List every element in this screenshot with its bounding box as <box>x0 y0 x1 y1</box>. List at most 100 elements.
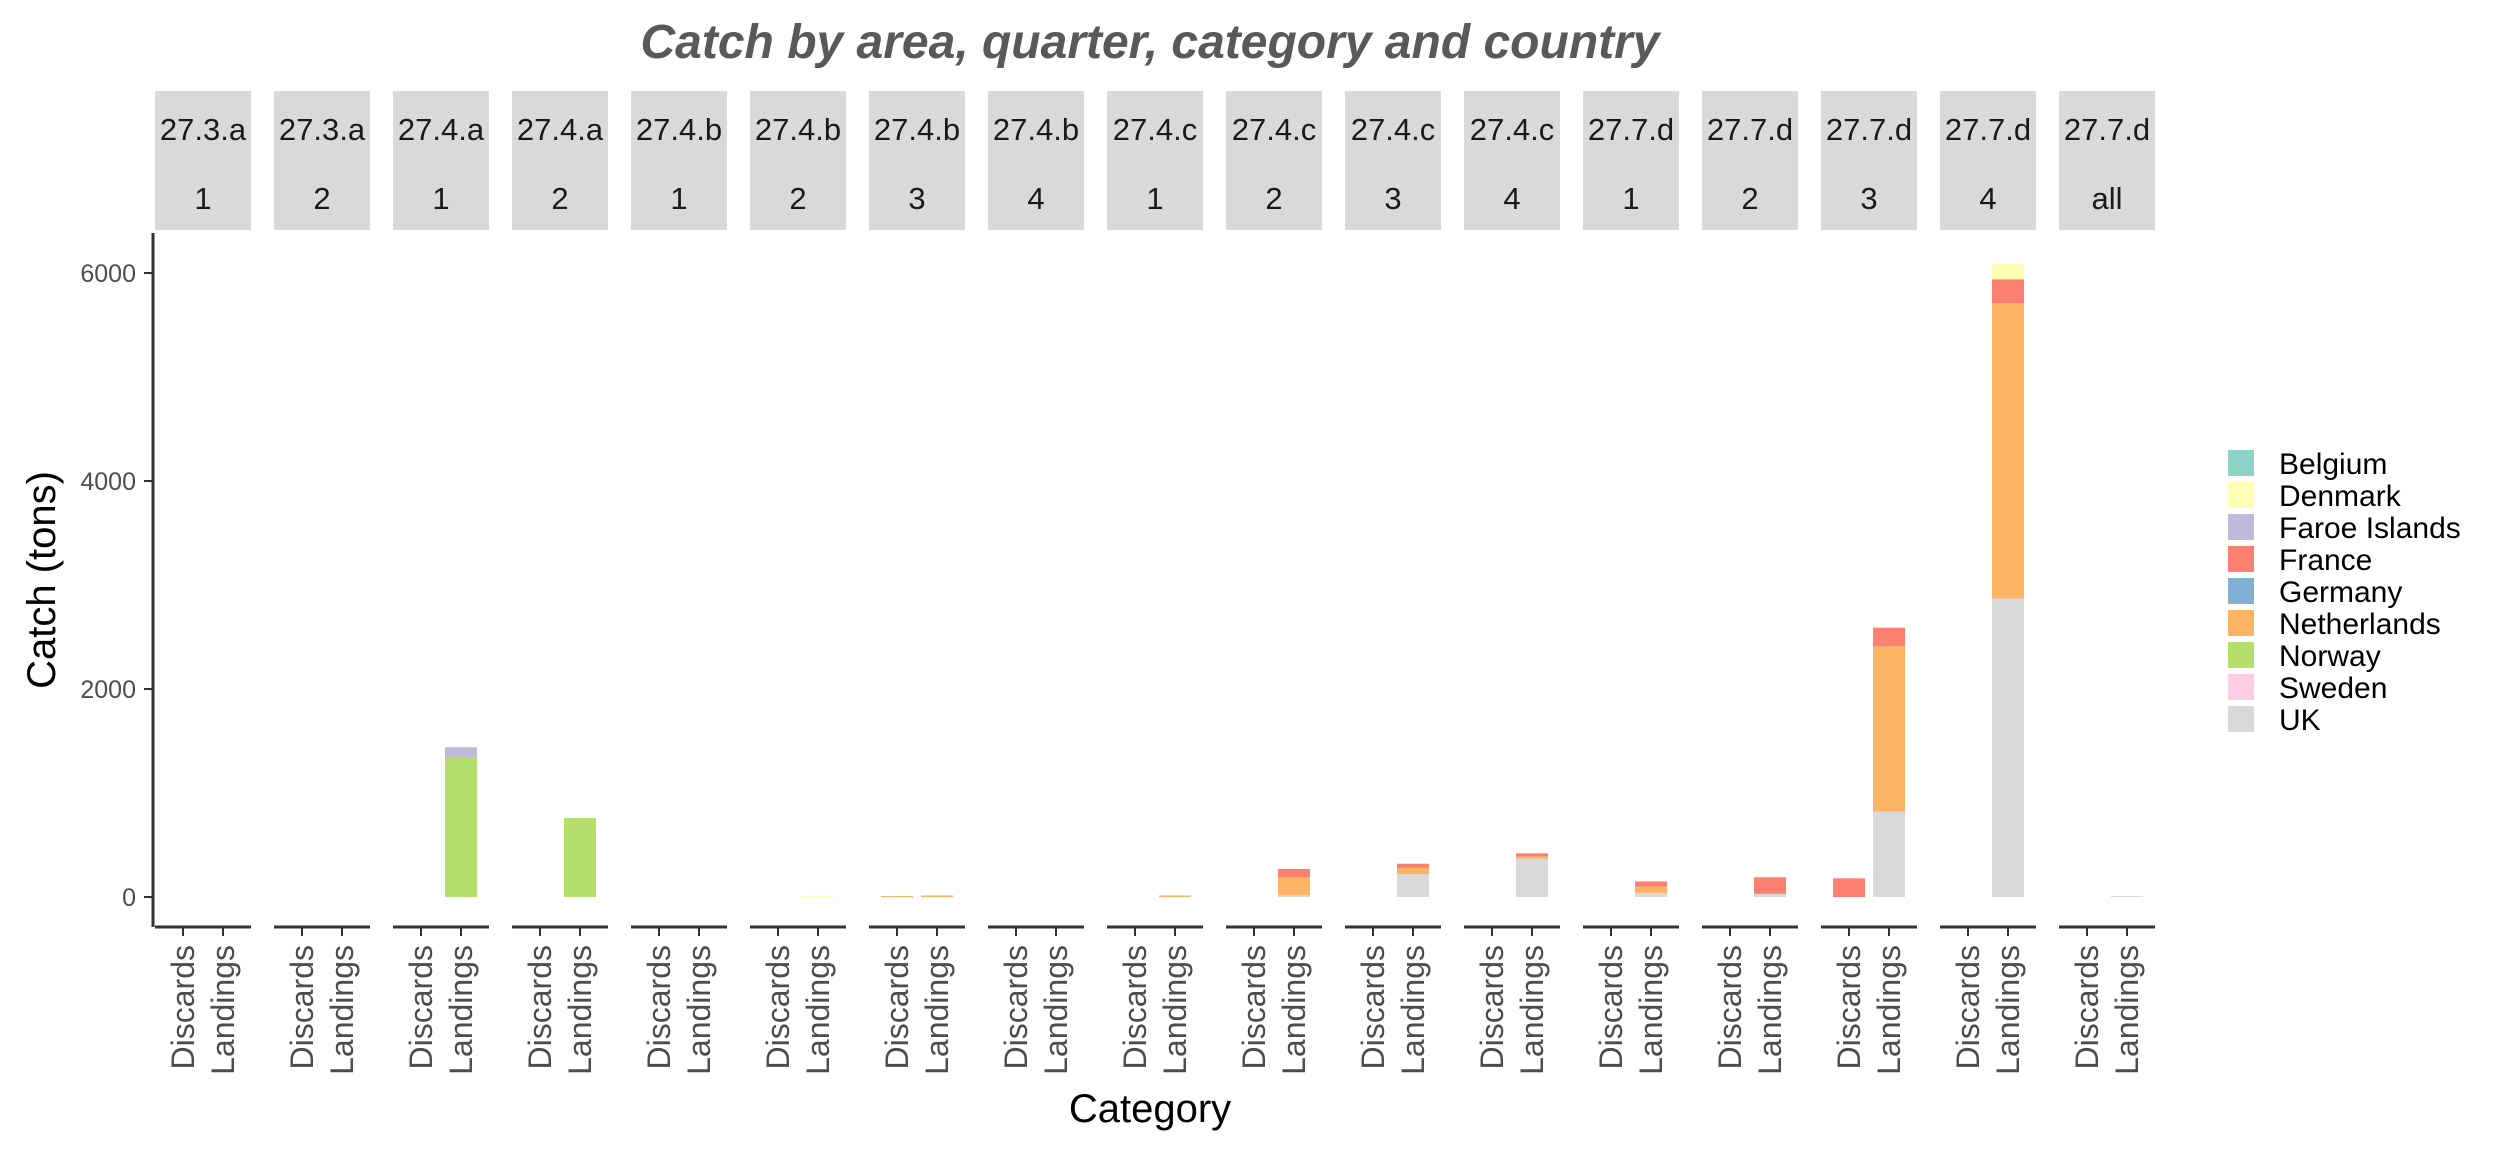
strip-quarter-label: 1 <box>432 181 449 216</box>
facet-panel <box>1464 853 1560 929</box>
bar-segment <box>921 895 953 897</box>
bar-segment <box>1873 627 1905 647</box>
x-tick-label: Landings <box>919 945 955 1075</box>
strip-quarter-label: 4 <box>1503 181 1520 216</box>
strip-quarter-label: 4 <box>1027 181 1044 216</box>
legend-label: Faroe Islands <box>2279 512 2461 545</box>
bar-segment <box>445 757 477 897</box>
x-tick-label: Discards <box>760 945 796 1069</box>
bar-segment <box>564 817 596 897</box>
legend-item: Germany <box>2228 576 2402 609</box>
legend-item: Faroe Islands <box>2228 512 2461 545</box>
x-tick-label: Landings <box>443 945 479 1075</box>
x-tick-label: Landings <box>1633 945 1669 1075</box>
facet-strip-bg <box>2059 91 2155 230</box>
facet-strip: 27.7.d 2 <box>1702 91 1798 230</box>
x-tick-label: Landings <box>562 945 598 1075</box>
facet-strip-bg <box>1464 91 1560 230</box>
facet-strip-bg <box>393 91 489 230</box>
x-tick-label: Landings <box>681 945 717 1075</box>
bar-segment <box>1397 867 1429 875</box>
legend-item: Sweden <box>2228 672 2387 705</box>
bar-segment <box>1397 874 1429 897</box>
bar-segment <box>1159 895 1191 897</box>
legend-label: UK <box>2279 704 2321 737</box>
x-tick-label: Discards <box>522 945 558 1069</box>
bar-segment <box>1992 598 2024 897</box>
legend-swatch <box>2228 610 2254 636</box>
facet-strip-bg <box>512 91 608 230</box>
facet-panel <box>393 747 489 929</box>
strip-area-label: 27.7.d <box>1588 112 1674 147</box>
x-tick-label: Discards <box>1117 945 1153 1069</box>
x-tick-label: Landings <box>1990 945 2026 1075</box>
facet-strip-bg <box>1821 91 1917 230</box>
x-tick-label: Landings <box>1157 945 1193 1075</box>
facet-strip-bg <box>988 91 1084 230</box>
x-axis-tick-labels: Discards Landings Discards Landings Discards… <box>165 927 2145 1075</box>
facet-strip: 27.4.b 3 <box>869 91 965 230</box>
strip-area-label: 27.7.d <box>2064 112 2150 147</box>
x-tick-label: Discards <box>165 945 201 1069</box>
x-tick-label: Discards <box>284 945 320 1069</box>
x-tick-label: Landings <box>2109 945 2145 1075</box>
bar-segment <box>1992 263 2024 280</box>
x-tick-label: Landings <box>1514 945 1550 1075</box>
legend-label: Sweden <box>2279 672 2387 705</box>
x-tick-label: Landings <box>1752 945 1788 1075</box>
chart-title: Catch by area, quarter, category and cou… <box>641 16 1662 69</box>
legend-label: Belgium <box>2279 448 2387 481</box>
strip-quarter-label: 2 <box>1741 181 1758 216</box>
legend-swatch <box>2228 642 2254 668</box>
strip-area-label: 27.7.d <box>1945 112 2031 147</box>
legend-label: France <box>2279 544 2372 577</box>
facet-strip: 27.4.c 2 <box>1226 91 1322 230</box>
facet-strip: 27.4.b 1 <box>631 91 727 230</box>
legend-item: Belgium <box>2228 448 2387 481</box>
x-tick-label: Discards <box>1950 945 1986 1069</box>
bar-segment <box>802 895 834 897</box>
facet-strip: 27.7.d all <box>2059 91 2155 230</box>
facet-strips: 27.3.a127.3.a227.4.a127.4.a227.4.b127.4.… <box>155 91 2155 230</box>
strip-area-label: 27.4.c <box>1113 112 1197 147</box>
legend-swatch <box>2228 578 2254 604</box>
x-tick-label: Landings <box>800 945 836 1075</box>
strip-area-label: 27.4.c <box>1351 112 1435 147</box>
facet-strip-bg <box>1583 91 1679 230</box>
facet-panel <box>1821 627 1917 929</box>
facet-panel <box>869 895 965 929</box>
bar-segment <box>1516 858 1548 897</box>
facet-strip-bg <box>1226 91 1322 230</box>
strip-quarter-label: all <box>2091 181 2122 216</box>
x-axis-title: Category <box>1069 1087 1231 1131</box>
bar-segment <box>1873 811 1905 897</box>
facet-strip: 27.7.d 3 <box>1821 91 1917 230</box>
strip-quarter-label: 2 <box>1265 181 1282 216</box>
strip-area-label: 27.7.d <box>1826 112 1912 147</box>
facet-strip-bg <box>750 91 846 230</box>
facet-strip: 27.7.d 4 <box>1940 91 2036 230</box>
strip-quarter-label: 1 <box>1622 181 1639 216</box>
facet-strip-bg <box>1702 91 1798 230</box>
legend-swatch <box>2228 706 2254 732</box>
strip-quarter-label: 4 <box>1979 181 1996 216</box>
x-tick-label: Landings <box>205 945 241 1075</box>
strip-quarter-label: 3 <box>1384 181 1401 216</box>
facet-strip: 27.4.c 4 <box>1464 91 1560 230</box>
x-tick-label: Discards <box>1236 945 1272 1069</box>
facet-strip: 27.4.b 4 <box>988 91 1084 230</box>
strip-quarter-label: 3 <box>908 181 925 216</box>
facet-panel <box>750 895 846 929</box>
facet-strip-bg <box>869 91 965 230</box>
facet-strip-bg <box>155 91 251 230</box>
y-tick-label: 0 <box>122 884 136 912</box>
strip-area-label: 27.4.c <box>1470 112 1554 147</box>
bar-segment <box>1992 279 2024 304</box>
strip-quarter-label: 3 <box>1860 181 1877 216</box>
y-tick-label: 6000 <box>80 260 136 288</box>
x-tick-label: Landings <box>1395 945 1431 1075</box>
y-tick-label: 2000 <box>80 676 136 704</box>
facet-strip-bg <box>274 91 370 230</box>
